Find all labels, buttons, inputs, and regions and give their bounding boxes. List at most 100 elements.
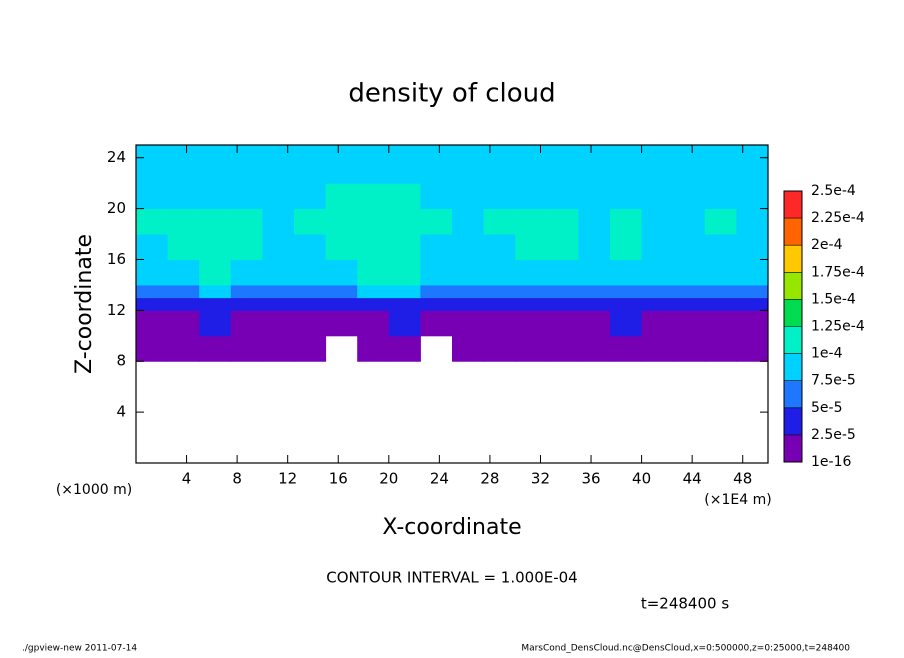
heat-cell [262, 208, 295, 235]
heat-cell [452, 297, 485, 311]
heat-cell [325, 297, 358, 311]
heat-cell [325, 259, 358, 286]
heat-cell [641, 284, 674, 299]
heat-cell [357, 234, 390, 260]
y-tick-label: 16 [107, 250, 126, 268]
heat-cell [136, 259, 169, 286]
x-tick-label: 40 [632, 470, 651, 488]
heat-cell [736, 284, 769, 299]
heat-cell [388, 183, 421, 210]
heat-cell [136, 183, 169, 210]
heat-cell [546, 208, 579, 235]
heat-cell [610, 183, 643, 210]
heat-cell [388, 259, 421, 286]
heat-cell [452, 335, 485, 362]
heat-cell [167, 208, 200, 235]
heat-cell [294, 234, 327, 260]
heat-cell [262, 284, 295, 299]
heat-cell [673, 145, 706, 184]
heat-cell [673, 310, 706, 337]
heat-cell [546, 284, 579, 299]
heat-cell [610, 208, 643, 235]
heat-cell [483, 234, 516, 260]
heat-cell [641, 310, 674, 337]
heat-cell [262, 335, 295, 362]
colorbar-cell [784, 407, 802, 435]
heat-cell [230, 183, 263, 210]
heat-cell [230, 234, 263, 260]
x-tick-label: 16 [329, 470, 348, 488]
heat-cell [452, 284, 485, 299]
heat-cell [515, 145, 548, 184]
heat-cell [641, 335, 674, 362]
heat-cell [736, 145, 769, 184]
heat-cell [136, 297, 169, 311]
heat-cell [294, 284, 327, 299]
heat-cell [167, 145, 200, 184]
colorbar-cell [784, 218, 802, 246]
heat-cell [578, 183, 611, 210]
heat-cell [136, 310, 169, 337]
heat-cell [262, 297, 295, 311]
heat-cell [167, 335, 200, 362]
heat-cell [452, 310, 485, 337]
heat-cell [357, 284, 390, 299]
heat-cell [546, 310, 579, 337]
heat-cell [199, 234, 232, 260]
heat-cell [673, 208, 706, 235]
x-tick-label: 12 [278, 470, 297, 488]
heat-cell [736, 259, 769, 286]
x-tick-label: 4 [182, 470, 192, 488]
y-tick-label: 12 [107, 301, 126, 319]
heat-cell [610, 259, 643, 286]
colorbar-cell [784, 191, 802, 219]
x-axis-label: X-coordinate [382, 515, 521, 540]
colorbar-label: 1e-4 [811, 346, 843, 362]
heat-cell [704, 259, 737, 286]
footer-left: ./gpview-new 2011-07-14 [22, 644, 137, 654]
heat-cell [262, 183, 295, 210]
colorbar-cell [784, 272, 802, 300]
heat-cell [357, 208, 390, 235]
x-tick-label: 20 [379, 470, 398, 488]
heat-cell [483, 284, 516, 299]
heat-cell [704, 183, 737, 210]
colorbar-label: 5e-5 [811, 400, 842, 416]
colorbar-label: 2.25e-4 [811, 210, 865, 226]
heat-cell [704, 335, 737, 362]
heat-cell [420, 234, 453, 260]
heat-cell [199, 310, 232, 337]
heat-cell [452, 208, 485, 235]
heat-cell [673, 284, 706, 299]
heat-cell [546, 259, 579, 286]
heat-cell [357, 183, 390, 210]
heat-cell [199, 145, 232, 184]
heat-cell [420, 297, 453, 311]
heat-cell [167, 310, 200, 337]
heat-cell [230, 297, 263, 311]
heat-cell [578, 234, 611, 260]
heat-cell [136, 234, 169, 260]
heat-cell [452, 183, 485, 210]
colorbar-cell [784, 299, 802, 327]
heat-cell [515, 335, 548, 362]
contour-note: CONTOUR INTERVAL = 1.000E-04 [326, 569, 577, 587]
heat-cell [704, 310, 737, 337]
heat-cell [388, 297, 421, 311]
heat-cell [483, 310, 516, 337]
heat-cell [641, 183, 674, 210]
y-tick-label: 24 [107, 148, 126, 166]
heat-cell [230, 335, 263, 362]
colorbar-label: 1e-16 [811, 454, 851, 470]
colorbar-cell [784, 380, 802, 408]
heat-cell [388, 284, 421, 299]
heat-cell [388, 145, 421, 184]
heat-cell [736, 335, 769, 362]
heat-cell [199, 335, 232, 362]
colorbar-label: 2.5e-4 [811, 183, 856, 199]
heat-cell [578, 284, 611, 299]
heat-cell [546, 183, 579, 210]
heat-cell [704, 297, 737, 311]
y-tick-label: 20 [107, 199, 126, 217]
